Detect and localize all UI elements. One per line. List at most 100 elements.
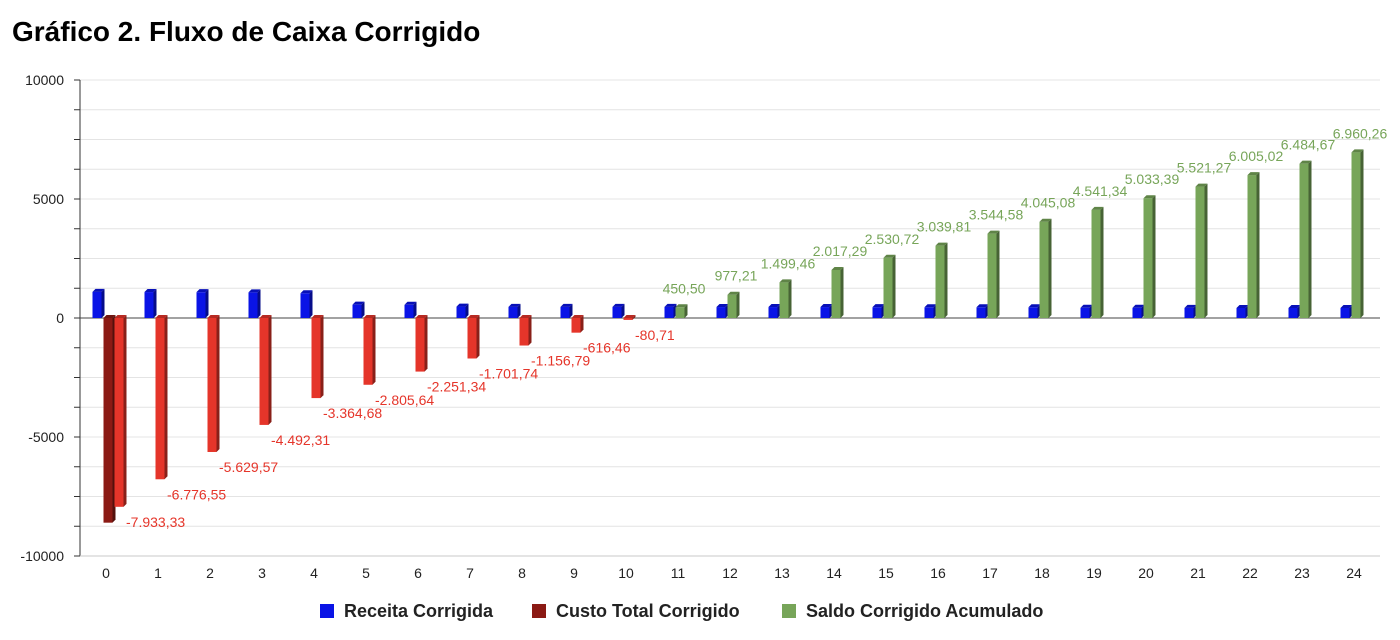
x-tick-label: 24 <box>1346 565 1362 581</box>
data-label-saldo: 6.005,02 <box>1229 148 1284 164</box>
bar-receita-corrigida-side <box>361 301 365 318</box>
bar-saldo-corrigido-acumulado-top <box>519 315 532 318</box>
bar-saldo-corrigido-acumulado-side <box>788 279 792 318</box>
bar-saldo-corrigido-acumulado-side <box>944 242 948 318</box>
bar-saldo-corrigido-acumulado-top <box>1143 195 1156 199</box>
bar-saldo-corrigido-acumulado <box>1091 209 1101 318</box>
bar-receita-corrigida <box>1080 307 1090 318</box>
bar-saldo-corrigido-acumulado-top <box>727 291 740 295</box>
y-tick-label: -10000 <box>20 548 64 564</box>
bar-saldo-corrigido-acumulado-top <box>831 266 844 270</box>
data-label-saldo: 6.960,26 <box>1333 125 1388 141</box>
bar-saldo-corrigido-acumulado-side <box>1308 160 1312 318</box>
bar-saldo-corrigido-acumulado <box>1143 198 1153 318</box>
bar-receita-corrigida-top <box>300 290 313 294</box>
bar-saldo-corrigido-acumulado <box>415 318 425 372</box>
bar-receita-corrigida <box>456 306 466 318</box>
bar-receita-corrigida-top <box>144 289 157 293</box>
bar-saldo-corrigido-acumulado-side <box>216 315 220 452</box>
bar-saldo-corrigido-acumulado-top <box>571 315 584 318</box>
bar-receita-corrigida-top <box>976 304 989 308</box>
bar-saldo-corrigido-acumulado-side <box>892 254 896 318</box>
bar-receita-corrigida-top <box>92 288 105 292</box>
y-tick-label: 10000 <box>25 72 64 88</box>
legend-swatch <box>320 604 334 618</box>
bar-saldo-corrigido-acumulado-side <box>684 304 688 318</box>
bar-receita-corrigida-top <box>1288 305 1301 309</box>
bar-receita-corrigida-side <box>257 289 261 318</box>
data-label-saldo: 5.033,39 <box>1125 171 1180 187</box>
data-label-saldo: 6.484,67 <box>1281 137 1336 153</box>
bar-saldo-corrigido-acumulado <box>207 318 217 452</box>
bar-saldo-corrigido-acumulado <box>935 245 945 318</box>
bar-receita-corrigida <box>1236 308 1246 318</box>
data-label-saldo: 1.499,46 <box>761 255 816 271</box>
bar-receita-corrigida <box>196 292 206 318</box>
bar-saldo-corrigido-acumulado-top <box>207 315 220 318</box>
bar-saldo-corrigido-acumulado-top <box>883 254 896 258</box>
bar-saldo-corrigido-acumulado-side <box>1204 183 1208 318</box>
x-tick-label: 2 <box>206 565 214 581</box>
bar-receita-corrigida-top <box>612 303 625 307</box>
bar-receita-corrigida-top <box>1340 305 1353 309</box>
bar-receita-corrigida <box>248 292 258 318</box>
bar-saldo-corrigido-acumulado <box>155 318 165 480</box>
bar-saldo-corrigido-acumulado <box>987 233 997 318</box>
bar-saldo-corrigido-acumulado <box>883 257 893 318</box>
data-label-saldo: -1.156,79 <box>531 353 590 369</box>
bar-saldo-corrigido-acumulado <box>571 318 581 333</box>
bar-saldo-corrigido-acumulado-top <box>311 315 324 318</box>
x-tick-label: 6 <box>414 565 422 581</box>
x-tick-label: 15 <box>878 565 894 581</box>
x-tick-label: 12 <box>722 565 738 581</box>
bar-receita-corrigida <box>404 304 414 318</box>
bar-receita-corrigida-top <box>508 303 521 307</box>
bar-saldo-corrigido-acumulado <box>727 294 737 318</box>
x-tick-label: 7 <box>466 565 474 581</box>
x-tick-label: 22 <box>1242 565 1258 581</box>
data-label-saldo: 3.544,58 <box>969 207 1024 223</box>
bar-saldo-corrigido-acumulado <box>467 318 477 359</box>
x-tick-label: 21 <box>1190 565 1206 581</box>
x-tick-label: 19 <box>1086 565 1102 581</box>
bar-saldo-corrigido-acumulado-top <box>1247 172 1260 176</box>
x-tick-label: 13 <box>774 565 790 581</box>
data-label-saldo: -1.701,74 <box>479 366 538 382</box>
x-tick-label: 11 <box>671 565 686 581</box>
chart-title: Gráfico 2. Fluxo de Caixa Corrigido <box>12 16 481 47</box>
bar-receita-corrigida-top <box>1080 304 1093 308</box>
bar-receita-corrigida-top <box>196 289 209 293</box>
bar-saldo-corrigido-acumulado-top <box>623 315 636 318</box>
legend-swatch <box>782 604 796 618</box>
bar-saldo-corrigido-acumulado-top <box>987 230 1000 234</box>
bar-receita-corrigida-side <box>517 303 521 318</box>
bar-receita-corrigida-side <box>153 289 157 318</box>
bar-receita-corrigida <box>144 292 154 318</box>
data-label-saldo: 5.521,27 <box>1177 160 1232 176</box>
bar-saldo-corrigido-acumulado-side <box>476 315 480 359</box>
bar-receita-corrigida <box>872 307 882 318</box>
bar-saldo-corrigido-acumulado-side <box>1100 206 1104 318</box>
bar-receita-corrigida <box>1184 307 1194 318</box>
bar-saldo-corrigido-acumulado-top <box>467 315 480 318</box>
bar-saldo-corrigido-acumulado-top <box>415 315 428 318</box>
bar-saldo-corrigido-acumulado-side <box>996 230 1000 318</box>
bar-saldo-corrigido-acumulado-top <box>1091 206 1104 210</box>
bar-receita-corrigida-side <box>413 301 417 318</box>
bar-saldo-corrigido-acumulado-side <box>528 315 532 346</box>
x-tick-label: 9 <box>570 565 578 581</box>
data-label-saldo: -2.805,64 <box>375 392 434 408</box>
bar-saldo-corrigido-acumulado-top <box>1299 160 1312 164</box>
bar-saldo-corrigido-acumulado <box>259 318 269 425</box>
bar-receita-corrigida-side <box>621 303 625 318</box>
bar-receita-corrigida-top <box>1028 304 1041 308</box>
bar-receita-corrigida-side <box>101 288 105 318</box>
legend-label: Receita Corrigida <box>344 601 494 621</box>
bar-receita-corrigida-top <box>716 304 729 308</box>
bar-saldo-corrigido-acumulado-side <box>372 315 376 385</box>
bar-receita-corrigida-side <box>309 290 313 318</box>
bar-saldo-corrigido-acumulado-top <box>675 304 688 308</box>
bar-saldo-corrigido-acumulado-top <box>1351 149 1364 153</box>
bar-receita-corrigida-side <box>205 289 209 318</box>
